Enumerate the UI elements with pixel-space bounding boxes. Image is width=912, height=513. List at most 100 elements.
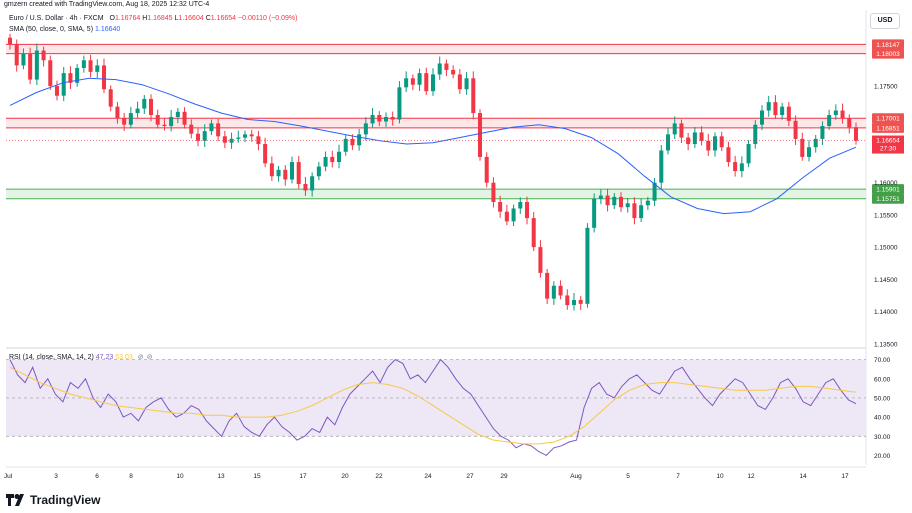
candle-body[interactable]: [565, 295, 570, 306]
tradingview-logo[interactable]: TradingView: [6, 493, 100, 507]
candle-body[interactable]: [263, 144, 268, 164]
candle-body[interactable]: [665, 134, 671, 151]
candle-body[interactable]: [75, 67, 80, 83]
candle-body[interactable]: [162, 124, 167, 126]
candle-body[interactable]: [853, 127, 859, 141]
candle-body[interactable]: [464, 78, 469, 90]
currency-button[interactable]: USD: [870, 13, 900, 29]
candle-body[interactable]: [645, 200, 650, 206]
candle-body[interactable]: [148, 98, 154, 116]
candle-body[interactable]: [444, 63, 449, 70]
candle-body[interactable]: [477, 113, 483, 157]
candle-body[interactable]: [813, 138, 818, 148]
candle-body[interactable]: [471, 78, 476, 114]
candle-body[interactable]: [155, 115, 160, 125]
candle-body[interactable]: [249, 134, 254, 137]
candle-body[interactable]: [222, 136, 227, 143]
candle-body[interactable]: [410, 78, 415, 85]
candle-body[interactable]: [101, 65, 107, 90]
candle-body[interactable]: [88, 60, 93, 72]
candle-body[interactable]: [404, 78, 409, 88]
candle-body[interactable]: [34, 50, 39, 80]
candle-body[interactable]: [370, 115, 375, 124]
candle-body[interactable]: [377, 115, 382, 122]
candle-body[interactable]: [182, 111, 187, 125]
candle-body[interactable]: [578, 299, 583, 304]
candle-body[interactable]: [202, 131, 207, 141]
candle-body[interactable]: [692, 132, 697, 145]
candle-body[interactable]: [68, 73, 73, 83]
candle-body[interactable]: [753, 124, 758, 145]
candle-body[interactable]: [511, 208, 516, 222]
candle-body[interactable]: [54, 86, 60, 96]
candle-body[interactable]: [175, 111, 180, 117]
candle-body[interactable]: [7, 37, 13, 45]
candle-body[interactable]: [108, 89, 113, 107]
candle-body[interactable]: [726, 147, 731, 163]
candle-body[interactable]: [383, 116, 389, 122]
candle-body[interactable]: [336, 151, 342, 163]
candle-body[interactable]: [28, 53, 33, 80]
candle-body[interactable]: [833, 110, 838, 116]
candle-body[interactable]: [491, 182, 496, 203]
candle-body[interactable]: [397, 87, 402, 120]
zone-support[interactable]: [6, 189, 866, 199]
symbol-title[interactable]: Euro / U.S. Dollar · 4h · FXCM: [9, 15, 104, 22]
candle-body[interactable]: [484, 156, 489, 183]
candle-body[interactable]: [618, 196, 624, 208]
candle-body[interactable]: [95, 65, 100, 72]
candle-body[interactable]: [209, 123, 214, 132]
candle-body[interactable]: [115, 106, 120, 119]
candle-body[interactable]: [759, 110, 765, 125]
candle-body[interactable]: [189, 124, 194, 134]
candle-body[interactable]: [289, 162, 295, 180]
candle-body[interactable]: [256, 136, 261, 145]
candle-body[interactable]: [169, 116, 174, 126]
candle-body[interactable]: [639, 205, 644, 219]
candle-body[interactable]: [269, 163, 274, 177]
candle-body[interactable]: [706, 140, 711, 151]
candle-body[interactable]: [498, 202, 503, 212]
candle-body[interactable]: [625, 203, 630, 208]
candle-body[interactable]: [350, 138, 355, 146]
candle-body[interactable]: [538, 247, 543, 273]
candle-body[interactable]: [699, 132, 704, 141]
candle-body[interactable]: [746, 144, 751, 164]
sma-legend[interactable]: SMA (50, close, 0, SMA, 5) 1.16640: [9, 26, 120, 33]
candle-body[interactable]: [61, 73, 66, 96]
candle-body[interactable]: [558, 285, 563, 296]
candle-body[interactable]: [612, 196, 617, 206]
candle-body[interactable]: [840, 110, 845, 119]
candle-body[interactable]: [41, 50, 46, 61]
candle-body[interactable]: [457, 74, 462, 90]
candle-body[interactable]: [430, 74, 436, 92]
candle-body[interactable]: [806, 147, 812, 157]
candle-body[interactable]: [48, 60, 53, 87]
candle-body[interactable]: [135, 108, 140, 114]
candle-body[interactable]: [504, 211, 509, 222]
candle-body[interactable]: [847, 118, 852, 128]
candle-body[interactable]: [545, 272, 550, 299]
candle-body[interactable]: [686, 137, 691, 145]
candle-body[interactable]: [296, 162, 301, 184]
candle-body[interactable]: [793, 120, 798, 139]
candle-body[interactable]: [598, 195, 603, 199]
settings-icon[interactable]: ⊘: [146, 354, 153, 361]
candle-body[interactable]: [659, 150, 664, 183]
candle-body[interactable]: [316, 166, 321, 177]
candle-body[interactable]: [739, 163, 744, 172]
candle-body[interactable]: [323, 156, 328, 167]
candle-body[interactable]: [390, 116, 395, 120]
candle-body[interactable]: [357, 134, 362, 146]
candle-body[interactable]: [571, 299, 577, 306]
candle-body[interactable]: [343, 138, 348, 152]
candle-body[interactable]: [21, 53, 26, 66]
candle-body[interactable]: [733, 162, 738, 172]
candle-body[interactable]: [242, 134, 248, 138]
zone-resistance-1[interactable]: [6, 44, 866, 54]
candle-body[interactable]: [585, 227, 590, 304]
candle-body[interactable]: [303, 183, 308, 191]
candle-body[interactable]: [551, 285, 556, 299]
candle-body[interactable]: [283, 169, 288, 180]
